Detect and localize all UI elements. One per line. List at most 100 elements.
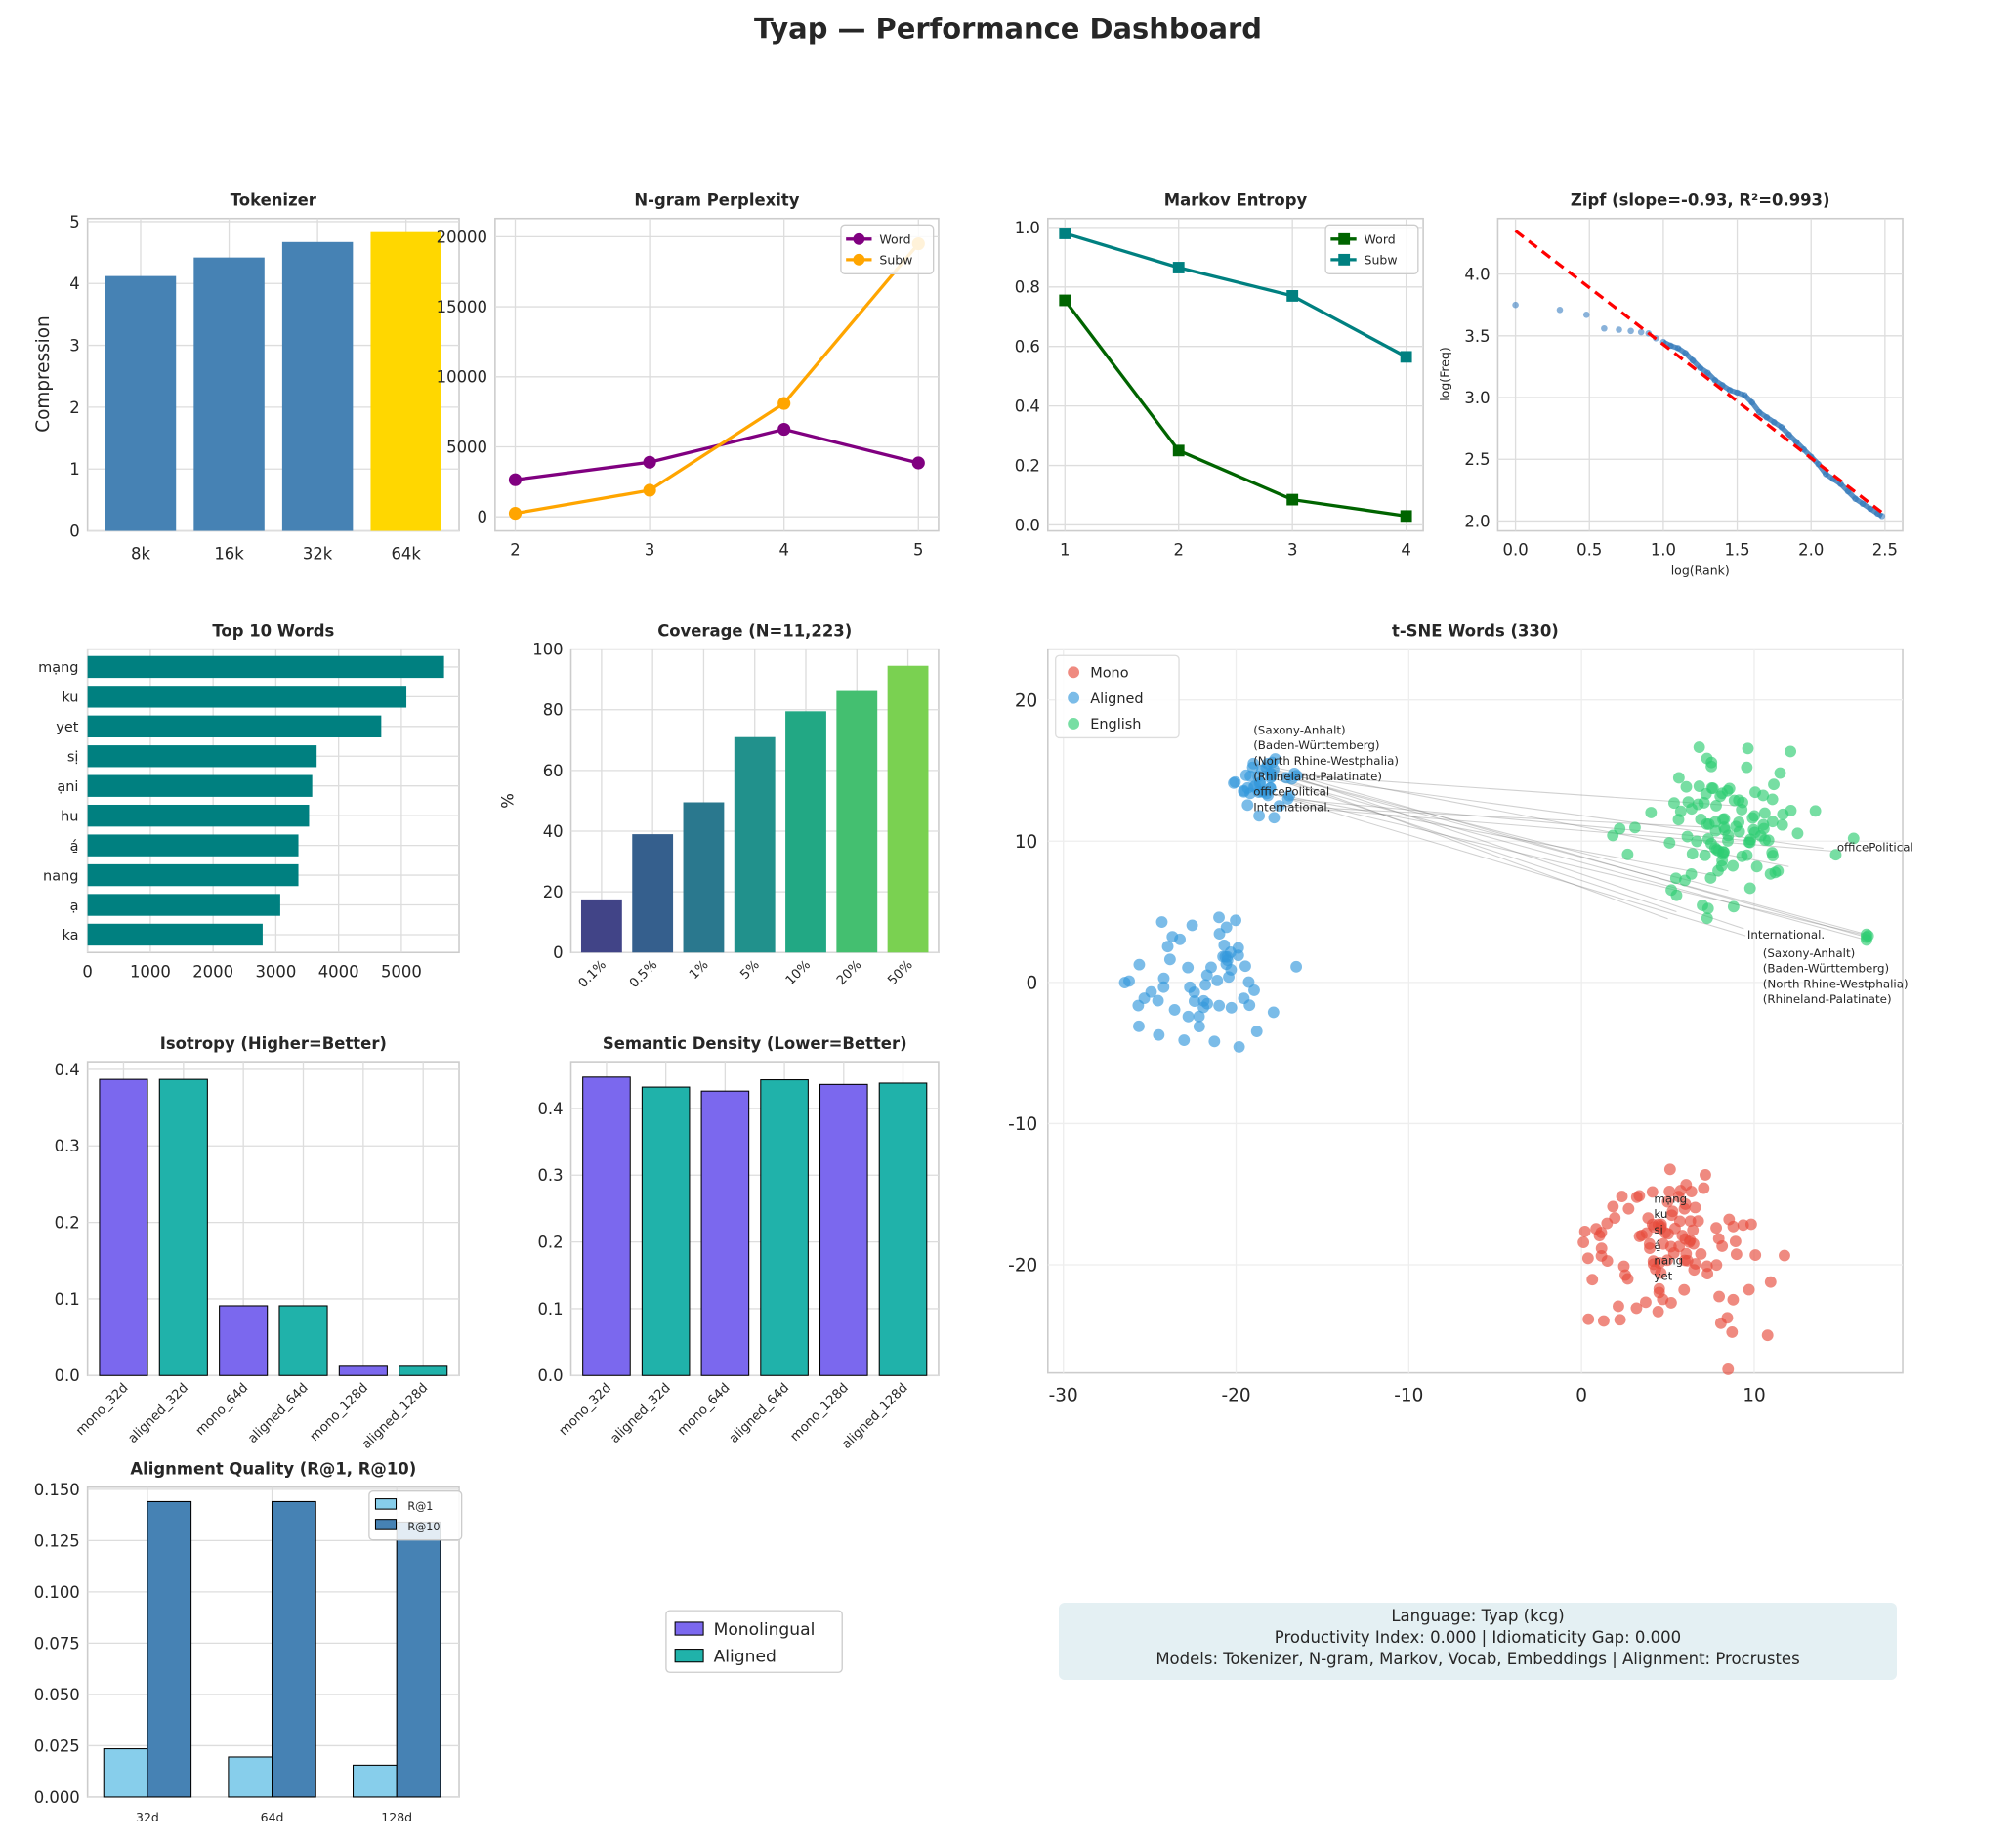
data-point-mono	[1730, 1248, 1743, 1261]
x-tick-label: 0.1%	[576, 958, 609, 991]
legend-label: Monolingual	[714, 1620, 816, 1640]
data-point-mono	[1655, 1222, 1667, 1235]
legend-marker	[1068, 718, 1080, 730]
alignment-line	[1261, 770, 1868, 936]
word-label-aligned: International.	[1253, 800, 1330, 814]
data-point-english	[1766, 816, 1779, 828]
data-point-mono	[1640, 1296, 1652, 1309]
bar-32k	[281, 241, 354, 531]
data-point-mono	[1640, 1227, 1653, 1239]
y-tick-label: yet	[56, 720, 78, 735]
dense-points	[1676, 346, 1688, 356]
data-point-subw	[643, 483, 656, 497]
y-tick-label: nang	[43, 868, 78, 884]
alignment-line	[1253, 763, 1789, 867]
info-indices: Productivity Index: 0.000 | Idiomaticity…	[1274, 1628, 1682, 1647]
x-tick-label: 1.0	[1651, 541, 1676, 560]
data-point-aligned	[1220, 921, 1233, 934]
word-label-english: (North Rhine-Westphalia)	[1763, 977, 1909, 990]
data-point-mono	[1614, 1314, 1626, 1326]
data-point-english	[1741, 761, 1753, 774]
bar-word	[87, 863, 299, 887]
bar-r10	[396, 1521, 441, 1798]
x-tick-label: aligned_64d	[245, 1381, 311, 1446]
bar-coverage	[632, 834, 674, 953]
data-point-aligned	[1280, 772, 1292, 784]
shared-legend: Monolingual Aligned	[665, 1610, 843, 1673]
data-point-english	[1682, 796, 1695, 809]
alignment-line	[1261, 791, 1720, 877]
data-point-mono	[1586, 1274, 1599, 1286]
data-point-mono	[1761, 1329, 1774, 1342]
chart-title: Top 10 Words	[212, 621, 334, 640]
word-label-aligned: (North Rhine-Westphalia)	[1253, 754, 1399, 768]
chart-coverage: Coverage (N=11,223) 0 20 40 60 80 100 0.1% 0.5% 1…	[498, 621, 940, 991]
x-tick-label: 64k	[391, 545, 421, 564]
y-tick-label: 15000	[437, 298, 487, 316]
data-point-aligned	[1239, 960, 1251, 973]
bar-word	[87, 745, 317, 768]
data-point-english	[1723, 782, 1736, 795]
data-point-english	[1736, 804, 1748, 816]
legend-label: Word	[879, 231, 910, 246]
data-point-aligned	[1193, 1021, 1205, 1032]
data-point-mono	[1653, 1282, 1665, 1295]
word-label-english: (Rhineland-Palatinate)	[1763, 992, 1892, 1006]
legend-marker	[1338, 253, 1351, 266]
data-point	[1627, 327, 1634, 335]
data-point-english	[1766, 847, 1779, 858]
y-tick-label: mạng	[38, 660, 78, 676]
data-point-mono	[1582, 1313, 1595, 1325]
data-point-mono	[1597, 1315, 1610, 1327]
data-point-mono	[1713, 1290, 1725, 1303]
data-point-aligned	[1241, 799, 1254, 812]
data-point-word	[1286, 493, 1299, 506]
chart-markov: Markov Entropy 0.0 0.2 0.4 0.6 0.8 1.0 1 2 3 4 Word…	[1015, 191, 1424, 560]
x-tick-label: 8k	[131, 545, 150, 564]
legend: R@1 R@10	[368, 1490, 463, 1541]
data-point-english	[1669, 872, 1682, 885]
y-tick-label: 0.2	[55, 1214, 80, 1233]
y-tick-label: 0.4	[537, 1100, 563, 1118]
legend-swatch	[374, 1498, 398, 1510]
y-tick-label: 10	[1015, 832, 1037, 853]
data-point-mono	[1695, 1248, 1707, 1260]
data-point-mono	[1678, 1283, 1691, 1296]
data-point-english	[1704, 872, 1717, 884]
data-point-english	[1680, 780, 1693, 793]
data-point-aligned	[1166, 931, 1179, 943]
y-tick-label: 0.125	[34, 1531, 80, 1550]
alignment-line	[1270, 773, 1738, 807]
data-point-aligned	[1208, 1035, 1221, 1048]
data-point-english	[1663, 837, 1676, 849]
y-tick-label: 0.0	[1015, 516, 1040, 534]
data-point-subw	[1400, 351, 1412, 363]
data-point-aligned	[1200, 969, 1213, 982]
x-tick-label: 16k	[214, 545, 244, 564]
legend-label: Mono	[1090, 666, 1129, 682]
legend-marker	[853, 253, 865, 266]
y-axis-label: %	[498, 793, 517, 809]
y-axis-label: log(Freq)	[1437, 347, 1451, 401]
alignment-line	[1261, 770, 1729, 892]
data-point-english	[1785, 805, 1797, 816]
data-point-subw	[777, 397, 791, 410]
alignment-line	[1287, 798, 1746, 937]
x-tick-label: 2.5	[1872, 541, 1898, 560]
alignment-line	[1270, 776, 1868, 941]
legend-label: Subw	[1365, 252, 1398, 267]
data-point-english	[1693, 780, 1705, 792]
bar-aligned-64d	[278, 1305, 328, 1376]
data-point-mono	[1578, 1225, 1591, 1237]
x-tick-label: mono_128d	[308, 1381, 371, 1444]
word-label-english: International.	[1747, 928, 1825, 942]
data-point-aligned	[1290, 960, 1303, 973]
data-point-aligned	[1153, 1028, 1165, 1041]
data-point-aligned	[1268, 812, 1281, 824]
chart-title: Isotropy (Higher=Better)	[160, 1034, 387, 1053]
alignment-line	[1253, 763, 1744, 930]
data-point-mono	[1601, 1255, 1614, 1268]
y-tick-label: 40	[543, 822, 564, 841]
data-point-english	[1776, 818, 1788, 831]
data-point-word	[911, 456, 925, 470]
